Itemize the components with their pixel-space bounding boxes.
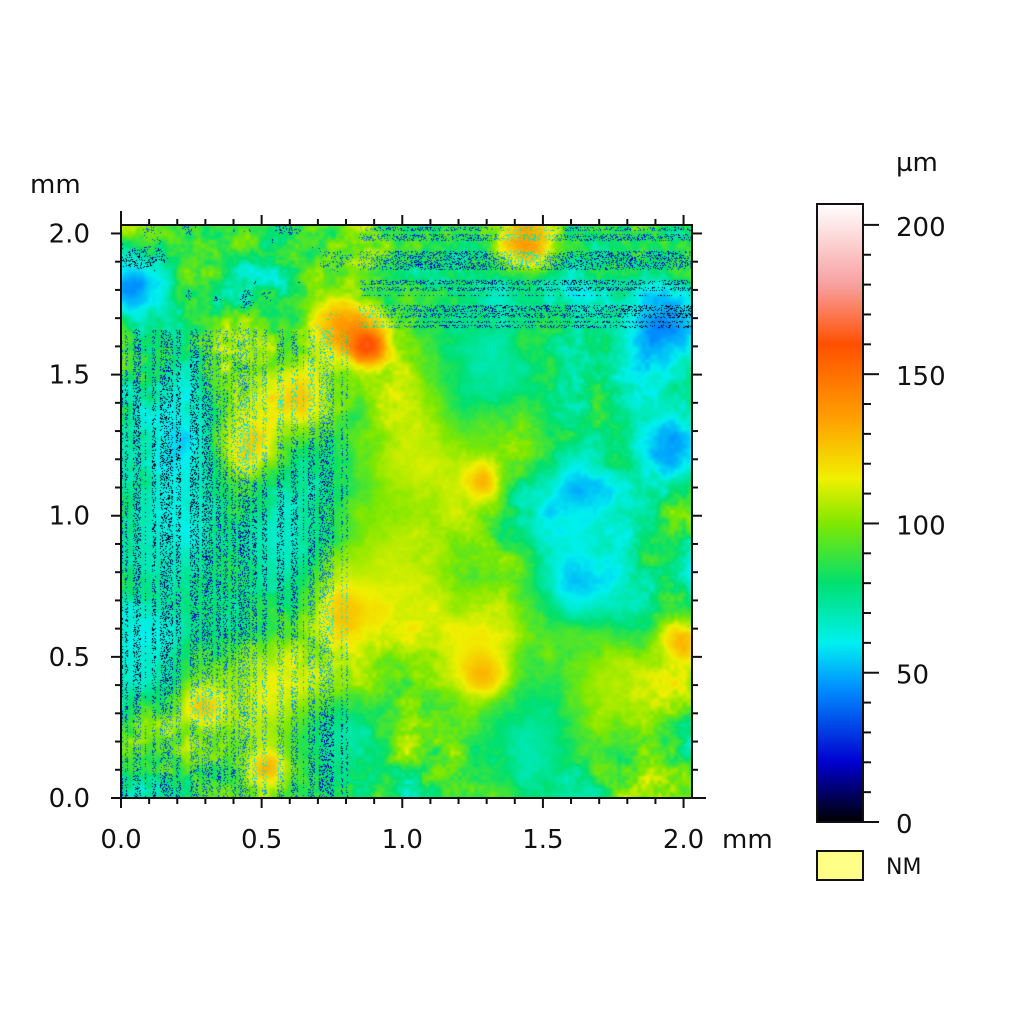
y-tick-label: 0.5 — [49, 643, 90, 673]
x-tick-label: 1.5 — [522, 825, 563, 855]
colorbar-tick-label: 150 — [896, 362, 946, 392]
colorbar-unit: µm — [896, 148, 938, 178]
colorbar-tick-label: 0 — [896, 810, 913, 840]
axes: 0.0 0.5 1.0 1.5 2.0 0.0 0.5 1.0 1.5 2.0 — [49, 211, 706, 855]
x-tick-label: 1.0 — [382, 825, 423, 855]
x-axis-unit: mm — [722, 825, 773, 855]
colorbar-tick-label: 50 — [896, 661, 929, 691]
x-tick-label: 2.0 — [663, 825, 704, 855]
nm-swatch — [816, 850, 864, 881]
y-tick-label: 1.0 — [49, 502, 90, 532]
x-tick-label: 0.5 — [241, 825, 282, 855]
y-tick-label: 0.0 — [49, 784, 90, 814]
colorbar: 0 50 100 150 200 — [816, 203, 946, 840]
x-tick-label: 0.0 — [100, 825, 141, 855]
height-map-image — [121, 225, 692, 798]
colorbar-tick-label: 200 — [896, 213, 946, 243]
plot-frame — [120, 224, 693, 799]
y-tick-label: 1.5 — [49, 361, 90, 391]
colorbar-tick-label: 100 — [896, 511, 946, 541]
colorbar-gradient — [816, 203, 864, 823]
y-tick-label: 2.0 — [49, 219, 90, 249]
y-axis-unit: mm — [30, 170, 81, 200]
nm-label: NM — [886, 855, 921, 880]
